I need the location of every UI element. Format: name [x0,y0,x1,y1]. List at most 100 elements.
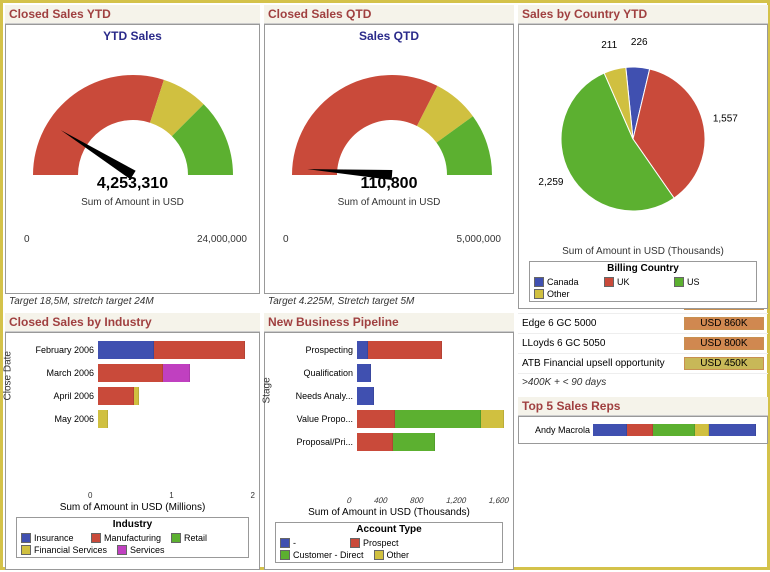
bar-label: Needs Analy... [279,391,357,401]
legend-item[interactable]: Financial Services [21,545,107,555]
y-axis-label: Stage [262,377,273,403]
bar-row: Qualification [279,363,509,383]
bar-label: Prospecting [279,345,357,355]
gauge-max: 24,000,000 [197,234,247,245]
bar-segment[interactable] [395,410,481,428]
legend-item[interactable]: Prospect [350,538,410,548]
opp-name: Edge 6 GC 5000 [518,314,680,334]
gauge-title: YTD Sales [10,29,255,43]
bar-segment[interactable] [163,364,189,382]
legend-item[interactable]: - [280,538,340,548]
panel-title: Sales by Country YTD [518,5,768,24]
bar-label: Value Propo... [279,414,357,424]
gauge-value: 4,253,310 [10,175,255,193]
bar-segment[interactable] [357,341,368,359]
opp-amount: USD 860K [680,314,768,334]
legend-item[interactable]: UK [604,277,664,287]
legend-item[interactable]: Insurance [21,533,81,543]
legend-item[interactable]: US [674,277,734,287]
opp-name: LLoyds 6 GC 5050 [518,334,680,354]
pie-subtitle: Sum of Amount in USD (Thousands) [523,246,763,257]
right-column-lower: Key Opportunities (Pipeline) Opportunity… [518,313,768,570]
bar-row: Value Propo... [279,409,509,429]
pie-chart: 2261,5572,259211 [523,29,758,239]
legend-item[interactable]: Other [374,550,434,560]
opp-name: ATB Financial upsell opportunity [518,354,680,374]
gauge-title: Sales QTD [269,29,509,43]
svg-text:211: 211 [601,40,617,51]
legend-item[interactable]: Customer - Direct [280,550,364,560]
panel-new-business-pipeline: New Business Pipeline Stage Prospecting Q… [264,313,514,570]
panel-top-sales-reps: Top 5 Sales Reps Andy Macrola [518,397,768,444]
industry-legend: Industry Insurance Manufacturing Retail Fin… [16,517,249,558]
pipeline-legend: Account Type -Prospect Customer - Direct O… [275,522,503,563]
pie-legend: Billing Country Canada UK US Other [529,261,757,302]
legend-item[interactable]: Retail [171,533,231,543]
bar-segment[interactable] [98,410,108,428]
bar-segment[interactable] [357,410,395,428]
bar-segment[interactable] [98,387,134,405]
bar-segment[interactable] [357,433,393,451]
bar-segment[interactable] [481,410,505,428]
bar-segment[interactable] [653,424,696,436]
gauge-min: 0 [24,234,30,245]
bar-row: Prospecting [279,340,509,360]
gauge-qtd-chart [277,45,502,195]
svg-text:2,259: 2,259 [538,177,563,188]
bar-row: April 2006 [20,386,255,406]
bar-row: May 2006 [20,409,255,429]
bar-segment[interactable] [695,424,709,436]
legend-item[interactable]: Canada [534,277,594,287]
panel-title: Closed Sales by Industry [5,313,260,332]
bar-segment[interactable] [627,424,653,436]
y-axis-label: Close Date [3,351,14,400]
gauge-value: 110,800 [269,175,509,193]
bar-label: April 2006 [20,391,98,401]
panel-title: Closed Sales YTD [5,5,260,24]
bar-segment[interactable] [709,424,757,436]
bar-row: Proposal/Pri... [279,432,509,452]
legend-title: Account Type [276,523,502,536]
target-text: Target 18,5M, stretch target 24M [5,294,260,309]
bar-segment[interactable] [98,341,154,359]
legend-item[interactable]: Manufacturing [91,533,161,543]
bar-segment[interactable] [593,424,627,436]
bar-row: March 2006 [20,363,255,383]
gauge-min: 0 [283,234,289,245]
bar-row: February 2006 [20,340,255,360]
bar-segment[interactable] [357,387,374,405]
x-axis-label: Sum of Amount in USD (Thousands) [269,507,509,518]
table-row[interactable]: Edge 6 GC 5000 USD 860K [518,314,768,334]
legend-title: Billing Country [530,262,756,275]
table-row[interactable]: ATB Financial upsell opportunity USD 450… [518,354,768,374]
panel-title: New Business Pipeline [264,313,514,332]
panel-closed-sales-by-industry: Closed Sales by Industry Close Date Febr… [5,313,260,570]
panel-key-opportunities: Key Opportunities (Pipeline) Opportunity… [518,313,768,391]
bar-segment[interactable] [393,433,435,451]
bar-segment[interactable] [154,341,246,359]
table-row[interactable]: LLoyds 6 GC 5050 USD 800K [518,334,768,354]
bar-segment[interactable] [368,341,442,359]
x-axis-label: Sum of Amount in USD (Millions) [10,502,255,513]
bar-segment[interactable] [98,364,163,382]
gauge-subtitle: Sum of Amount in USD [10,197,255,208]
legend-item[interactable]: Other [534,289,594,299]
bar-label: Qualification [279,368,357,378]
panel-title: Closed Sales QTD [264,5,514,24]
bar-segment[interactable] [134,387,139,405]
bar-segment[interactable] [357,364,371,382]
dashboard: Closed Sales YTD YTD Sales 0 24,000,000 … [3,3,767,572]
gauge-subtitle: Sum of Amount in USD [269,197,509,208]
panel-sales-by-country: Sales by Country YTD 2261,5572,259211 Su… [518,5,768,309]
bar-label: February 2006 [20,345,98,355]
rep-row: Andy Macrola [523,423,763,437]
bar-label: May 2006 [20,414,98,424]
target-text: Target 4.225M, Stretch target 5M [264,294,514,309]
gauge-max: 5,000,000 [457,234,502,245]
svg-text:226: 226 [631,37,648,48]
bar-label: March 2006 [20,368,98,378]
legend-item[interactable]: Services [117,545,177,555]
bar-label: Proposal/Pri... [279,437,357,447]
legend-title: Industry [17,518,248,531]
panel-title: Top 5 Sales Reps [518,397,768,416]
